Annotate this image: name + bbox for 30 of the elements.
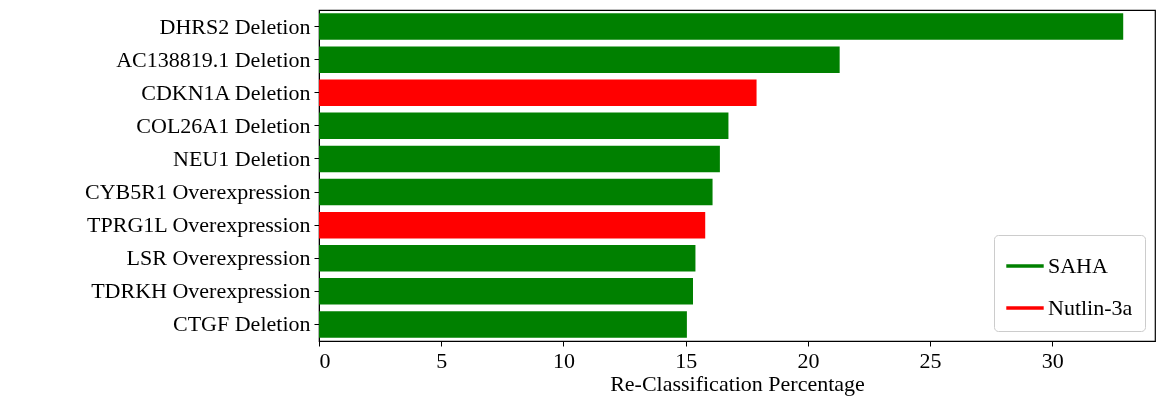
bar <box>319 211 706 239</box>
x-tick-label: 20 <box>797 347 820 373</box>
bar <box>319 311 687 338</box>
bar <box>319 112 729 140</box>
bar <box>319 46 840 73</box>
y-tick-label: TPRG1L Overexpression <box>87 212 311 238</box>
x-tick-label: 15 <box>675 347 698 373</box>
x-axis-title: Re-Classification Percentage <box>610 370 865 396</box>
y-tick-label: DHRS2 Deletion <box>159 13 311 39</box>
x-tick-label: 25 <box>919 347 942 373</box>
bar <box>319 145 720 173</box>
y-tick-label: CTGF Deletion <box>173 311 311 337</box>
y-tick-label: TDRKH Overexpression <box>91 278 311 304</box>
y-tick-label: CYB5R1 Overexpression <box>85 179 311 205</box>
bar <box>319 13 1124 40</box>
legend-label: Nutlin-3a <box>1048 295 1133 320</box>
bar <box>319 278 693 305</box>
x-tick-label: 10 <box>552 347 575 373</box>
bar <box>319 245 696 272</box>
y-tick-label: NEU1 Deletion <box>173 145 311 171</box>
y-tick-label: CDKN1A Deletion <box>141 79 311 105</box>
y-tick-label: LSR Overexpression <box>126 245 311 271</box>
y-tick-label: COL26A1 Deletion <box>136 112 311 138</box>
bar <box>319 178 713 206</box>
x-tick-label: 0 <box>319 347 331 373</box>
bar <box>319 79 757 106</box>
y-tick-label: AC138819.1 Deletion <box>116 46 311 72</box>
x-tick-label: 5 <box>436 347 448 373</box>
legend-label: SAHA <box>1048 253 1109 278</box>
x-tick-label: 30 <box>1041 347 1064 373</box>
